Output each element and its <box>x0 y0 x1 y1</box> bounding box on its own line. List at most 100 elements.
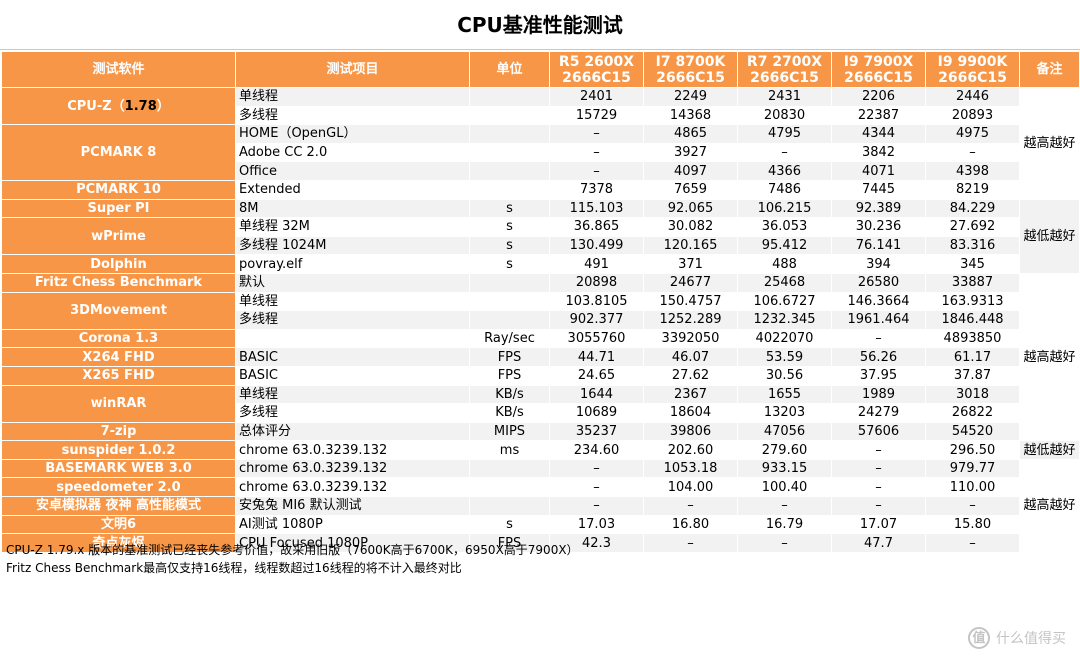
unit-cell <box>469 272 550 293</box>
value-cell: 488 <box>737 254 832 274</box>
value-cell: 54520 <box>925 421 1020 442</box>
unit-cell: s <box>469 217 550 237</box>
note-cell: 越高越好 <box>1019 87 1080 200</box>
value-cell: 92.065 <box>643 198 738 219</box>
unit-cell <box>469 291 550 312</box>
header-cpu: I7 8700K 2666C15 <box>643 51 738 88</box>
unit-cell <box>469 458 550 479</box>
test-item: povray.elf <box>235 254 470 274</box>
test-item: 默认 <box>235 272 470 293</box>
table-row: speedometer 2.0 chrome 63.0.3239.132–104.… <box>1 477 1080 498</box>
value-cell: 3842 <box>831 142 926 163</box>
table-row: 奇点灰烬 CPU Focused 1080P FPS 42.3– –47.7– <box>1 533 1080 553</box>
software-version: 1.78 <box>124 98 157 114</box>
unit-cell <box>469 142 550 163</box>
value-cell: 92.389 <box>831 198 926 219</box>
test-item: 多线程 1024M <box>235 235 470 256</box>
unit-cell: FPS <box>469 347 550 367</box>
test-item: BASIC <box>235 365 470 386</box>
test-item: BASIC <box>235 347 470 367</box>
value-cell: 37.95 <box>831 365 926 386</box>
table-header-row: 测试软件 测试项目 单位 R5 2600X 2666C15 I7 8700K 266… <box>1 51 1080 88</box>
value-cell: 2367 <box>643 384 738 405</box>
value-cell: 150.4757 <box>643 291 738 312</box>
note-cell: 越高越好 <box>1019 272 1080 442</box>
value-cell: 7378 <box>549 179 644 200</box>
table-row: BASEMARK WEB 3.0 chrome 63.0.3239.132–105… <box>1 458 1080 553</box>
value-cell: 902.377 <box>549 310 644 330</box>
value-cell: – <box>925 533 1020 553</box>
table-row: 文明6 AI测试 1080P s 17.03 16.80 16.79 17.07 15.80 <box>1 514 1080 535</box>
value-cell: 36.865 <box>549 217 644 237</box>
unit-cell: s <box>469 198 550 219</box>
value-cell: 36.053 <box>737 217 832 237</box>
unit-cell: Ray/sec <box>469 328 550 349</box>
software-name: ） <box>156 98 170 114</box>
header-software: 测试软件 <box>1 51 236 88</box>
software-cell: PCMARK 10 <box>1 179 236 200</box>
value-cell: 104.00 <box>643 477 738 498</box>
test-item: 单线程 <box>235 87 470 107</box>
unit-cell <box>469 105 550 126</box>
value-cell: 1644 <box>549 384 644 405</box>
unit-cell: s <box>469 235 550 256</box>
unit-cell: s <box>469 254 550 274</box>
software-cell: 奇点灰烬 <box>1 533 236 553</box>
value-cell: 2401 <box>549 87 644 107</box>
value-cell: – <box>737 533 832 553</box>
test-item: Adobe CC 2.0 <box>235 142 470 163</box>
value-cell: 146.3664 <box>831 291 926 312</box>
test-item: chrome 63.0.3239.132 <box>235 440 470 460</box>
value-cell: – <box>549 124 644 144</box>
test-item: 多线程 <box>235 403 470 423</box>
value-cell: – <box>549 496 644 516</box>
value-cell: 4975 <box>925 124 1020 144</box>
software-cell: X265 FHD <box>1 365 236 386</box>
table-row: 多线程 1024M s 130.499 120.165 95.412 76.141 83.3… <box>2 235 1080 256</box>
value-cell: 4366 <box>737 161 832 181</box>
value-cell: 17.03 <box>549 514 644 535</box>
value-cell: 20893 <box>925 105 1020 126</box>
value-cell: 24.65 <box>549 365 644 386</box>
value-cell: 22387 <box>831 105 926 126</box>
value-cell: – <box>549 458 644 479</box>
value-cell: – <box>549 161 644 181</box>
value-cell: 371 <box>643 254 738 274</box>
table-row: X265 FHD BASIC FPS 24.65 27.62 30.56 37.95 37.8… <box>1 365 1080 386</box>
software-cell: 安卓模拟器 夜神 高性能模式 <box>1 496 236 516</box>
value-cell: 17.07 <box>831 514 926 535</box>
test-item: Office <box>235 161 470 181</box>
value-cell: 3018 <box>925 384 1020 405</box>
value-cell: 103.8105 <box>549 291 644 312</box>
table-row: Dolphin povray.elf s 491 371 488 394 345 <box>1 254 1080 274</box>
value-cell: 30.236 <box>831 217 926 237</box>
unit-cell <box>469 179 550 200</box>
value-cell: – <box>831 440 926 460</box>
value-cell: 3927 <box>643 142 738 163</box>
software-cell: speedometer 2.0 <box>1 477 236 498</box>
test-item: 单线程 <box>235 384 470 405</box>
table-row: sunspider 1.0.2 chrome 63.0.3239.132 ms 234… <box>1 440 1080 460</box>
value-cell: 95.412 <box>737 235 832 256</box>
page-title: CPU基准性能测试 <box>0 0 1080 50</box>
table-row: 多线程 KB/s 10689 18604 13203 24279 26822 <box>2 403 1080 423</box>
value-cell: 16.80 <box>643 514 738 535</box>
value-cell: 47.7 <box>831 533 926 553</box>
value-cell: 115.103 <box>549 198 644 219</box>
value-cell: 44.71 <box>549 347 644 367</box>
value-cell: 83.316 <box>925 235 1020 256</box>
test-item: 安兔兔 MI6 默认测试 <box>235 496 470 516</box>
software-name: CPU-Z（ <box>67 98 125 114</box>
value-cell: 47056 <box>737 421 832 442</box>
software-cell: BASEMARK WEB 3.0 <box>1 458 236 479</box>
unit-cell: FPS <box>469 365 550 386</box>
test-item: 多线程 <box>235 105 470 126</box>
value-cell: 106.215 <box>737 198 832 219</box>
value-cell: 30.56 <box>737 365 832 386</box>
value-cell: 10689 <box>549 403 644 423</box>
value-cell: 4893850 <box>925 328 1020 349</box>
benchmark-table: 测试软件 测试项目 单位 R5 2600X 2666C15 I7 8700K 266… <box>1 51 1080 553</box>
note-cell: 越高越好 <box>1019 458 1080 553</box>
test-item: chrome 63.0.3239.132 <box>235 458 470 479</box>
table-row: Super PI 8M s 115.103 92.065 106.215 92.389 84.… <box>1 198 1080 274</box>
